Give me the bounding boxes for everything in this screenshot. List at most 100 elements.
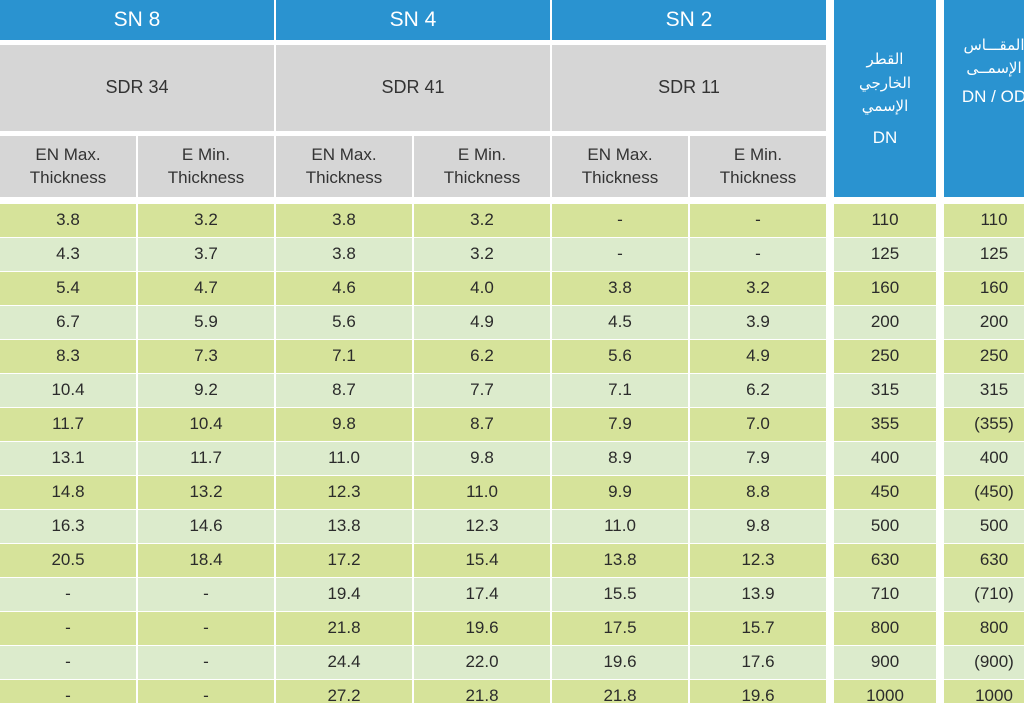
cell-sn2-min: - [690, 238, 826, 271]
cell-dn: 110 [834, 204, 936, 237]
nominal-size-header: المقـــاس الإسمــى DN / OD [944, 0, 1024, 197]
cell-sn8-min: 5.9 [138, 306, 274, 339]
cell-sn4-max: 7.1 [276, 340, 412, 373]
cell-sn4-min: 12.3 [414, 510, 550, 543]
cell-dn: 250 [834, 340, 936, 373]
cell-sn4-max: 13.8 [276, 510, 412, 543]
cell-sn4-min: 19.6 [414, 612, 550, 645]
cell-sn8-max: 11.7 [0, 408, 136, 441]
cell-sn2-min: 12.3 [690, 544, 826, 577]
cell-dn: 450 [834, 476, 936, 509]
cell-sn8-max: 10.4 [0, 374, 136, 407]
cell-dn-od: 800 [944, 612, 1024, 645]
cell-dn: 710 [834, 578, 936, 611]
cell-dn: 125 [834, 238, 936, 271]
cell-sn2-min: 19.6 [690, 680, 826, 703]
outer-diameter-header: القطر الخارجي الإسمي DN [834, 0, 936, 197]
cell-sn2-max: 21.8 [552, 680, 688, 703]
cell-dn: 1000 [834, 680, 936, 703]
sn2-min-thickness-header: E Min. Thickness [690, 136, 826, 197]
cell-sn4-max: 27.2 [276, 680, 412, 703]
outer-diameter-label: DN [872, 128, 898, 148]
outer-diameter-arabic-line-2: الخارجي [858, 73, 911, 92]
cell-sn8-min: 14.6 [138, 510, 274, 543]
cell-dn-od: 110 [944, 204, 1024, 237]
sdr34-header: SDR 34 [0, 45, 274, 131]
cell-sn2-max: 9.9 [552, 476, 688, 509]
cell-dn: 315 [834, 374, 936, 407]
cell-sn8-max: 8.3 [0, 340, 136, 373]
cell-sn4-min: 22.0 [414, 646, 550, 679]
cell-sn2-max: 7.1 [552, 374, 688, 407]
cell-dn-od: (450) [944, 476, 1024, 509]
nominal-size-label: DN / OD [961, 86, 1024, 106]
cell-dn-od: 250 [944, 340, 1024, 373]
cell-sn4-max: 17.2 [276, 544, 412, 577]
cell-sn4-max: 3.8 [276, 204, 412, 237]
cell-dn-od: (355) [944, 408, 1024, 441]
cell-sn4-max: 4.6 [276, 272, 412, 305]
cell-sn4-min: 4.0 [414, 272, 550, 305]
cell-sn4-max: 5.6 [276, 306, 412, 339]
sn2-header: SN 2 [552, 0, 826, 40]
cell-dn-od: (900) [944, 646, 1024, 679]
cell-sn4-max: 21.8 [276, 612, 412, 645]
cell-sn2-max: - [552, 238, 688, 271]
cell-sn8-max: 4.3 [0, 238, 136, 271]
cell-sn8-min: - [138, 646, 274, 679]
outer-diameter-arabic-line-3: الإسمي [861, 96, 909, 115]
cell-sn2-max: 15.5 [552, 578, 688, 611]
cell-dn-od: (710) [944, 578, 1024, 611]
cell-sn4-min: 21.8 [414, 680, 550, 703]
cell-sn4-max: 19.4 [276, 578, 412, 611]
sn4-max-thickness-header: EN Max. Thickness [276, 136, 412, 197]
cell-dn: 630 [834, 544, 936, 577]
cell-sn8-max: 20.5 [0, 544, 136, 577]
cell-sn8-max: - [0, 680, 136, 703]
cell-sn4-max: 11.0 [276, 442, 412, 475]
cell-sn8-max: 13.1 [0, 442, 136, 475]
sn8-max-thickness-header: EN Max. Thickness [0, 136, 136, 197]
cell-sn2-min: - [690, 204, 826, 237]
cell-sn8-min: 7.3 [138, 340, 274, 373]
outer-diameter-arabic-line-1: القطر [866, 50, 904, 69]
sn4-header: SN 4 [276, 0, 550, 40]
cell-sn8-max: 16.3 [0, 510, 136, 543]
cell-sn2-min: 7.0 [690, 408, 826, 441]
cell-sn2-max: 7.9 [552, 408, 688, 441]
cell-sn2-min: 3.2 [690, 272, 826, 305]
cell-dn-od: 125 [944, 238, 1024, 271]
cell-sn8-max: 14.8 [0, 476, 136, 509]
cell-dn-od: 315 [944, 374, 1024, 407]
cell-dn: 200 [834, 306, 936, 339]
cell-sn8-min: - [138, 612, 274, 645]
cell-dn: 355 [834, 408, 936, 441]
cell-sn4-min: 8.7 [414, 408, 550, 441]
cell-sn2-max: 5.6 [552, 340, 688, 373]
cell-dn: 800 [834, 612, 936, 645]
sn2-max-thickness-header: EN Max. Thickness [552, 136, 688, 197]
cell-sn2-min: 8.8 [690, 476, 826, 509]
cell-sn8-min: 10.4 [138, 408, 274, 441]
cell-sn4-min: 9.8 [414, 442, 550, 475]
cell-sn8-max: 3.8 [0, 204, 136, 237]
cell-dn-od: 400 [944, 442, 1024, 475]
cell-sn2-max: 13.8 [552, 544, 688, 577]
cell-sn8-min: 13.2 [138, 476, 274, 509]
cell-sn4-min: 6.2 [414, 340, 550, 373]
cell-sn8-min: 4.7 [138, 272, 274, 305]
cell-dn: 900 [834, 646, 936, 679]
cell-sn2-min: 15.7 [690, 612, 826, 645]
cell-sn2-min: 13.9 [690, 578, 826, 611]
cell-dn-od: 160 [944, 272, 1024, 305]
sn8-min-thickness-header: E Min. Thickness [138, 136, 274, 197]
cell-sn8-max: - [0, 612, 136, 645]
cell-sn2-max: 4.5 [552, 306, 688, 339]
cell-sn8-min: 18.4 [138, 544, 274, 577]
cell-sn2-min: 6.2 [690, 374, 826, 407]
cell-sn8-max: 5.4 [0, 272, 136, 305]
cell-sn4-min: 15.4 [414, 544, 550, 577]
cell-sn4-min: 3.2 [414, 238, 550, 271]
cell-sn4-max: 24.4 [276, 646, 412, 679]
